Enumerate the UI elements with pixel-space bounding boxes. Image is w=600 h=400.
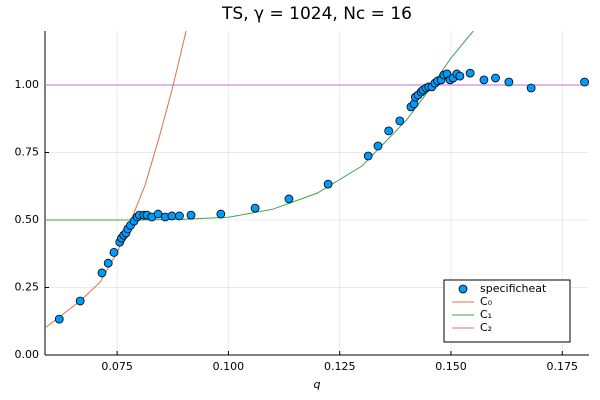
point [175,211,184,221]
point [465,68,475,78]
y-tick-label: 1.00 [15,78,40,91]
point [384,126,394,136]
x-tick-label: 0.100 [213,360,245,373]
point [491,73,500,83]
y-tick-label: 0.75 [15,146,40,159]
plot-area [45,31,589,329]
x-axis-label: q [314,378,321,391]
chart-title: TS, γ = 1024, Nc = 16 [221,4,412,24]
point [373,141,383,151]
legend-label: C₂ [480,321,492,334]
legend-swatch [458,284,468,294]
point [284,194,294,204]
point [504,77,514,87]
legend-box [443,279,571,343]
legend-label: C₀ [480,295,493,308]
line [45,31,187,329]
point [395,116,405,126]
x-tick-label: 0.150 [435,360,467,373]
point [186,210,196,220]
legend-label: C₁ [480,308,492,321]
y-tick-label: 0.00 [15,348,40,361]
legend-label: specificheat [480,282,547,295]
point [216,209,226,219]
point [580,77,589,87]
x-tick-label: 0.075 [101,360,133,373]
point [526,83,536,93]
point [54,314,64,324]
point [109,247,119,257]
point [97,268,107,278]
x-tick-label: 0.175 [547,360,579,373]
y-tick-label: 0.25 [15,281,40,294]
point [167,211,177,221]
point [75,296,85,306]
y-tick-label: 0.50 [15,213,40,226]
point [479,75,489,85]
point [103,258,113,268]
point [250,203,260,213]
line [45,31,474,221]
point [455,71,465,81]
x-tick-label: 0.125 [324,360,356,373]
point [363,151,373,161]
point [323,179,333,189]
